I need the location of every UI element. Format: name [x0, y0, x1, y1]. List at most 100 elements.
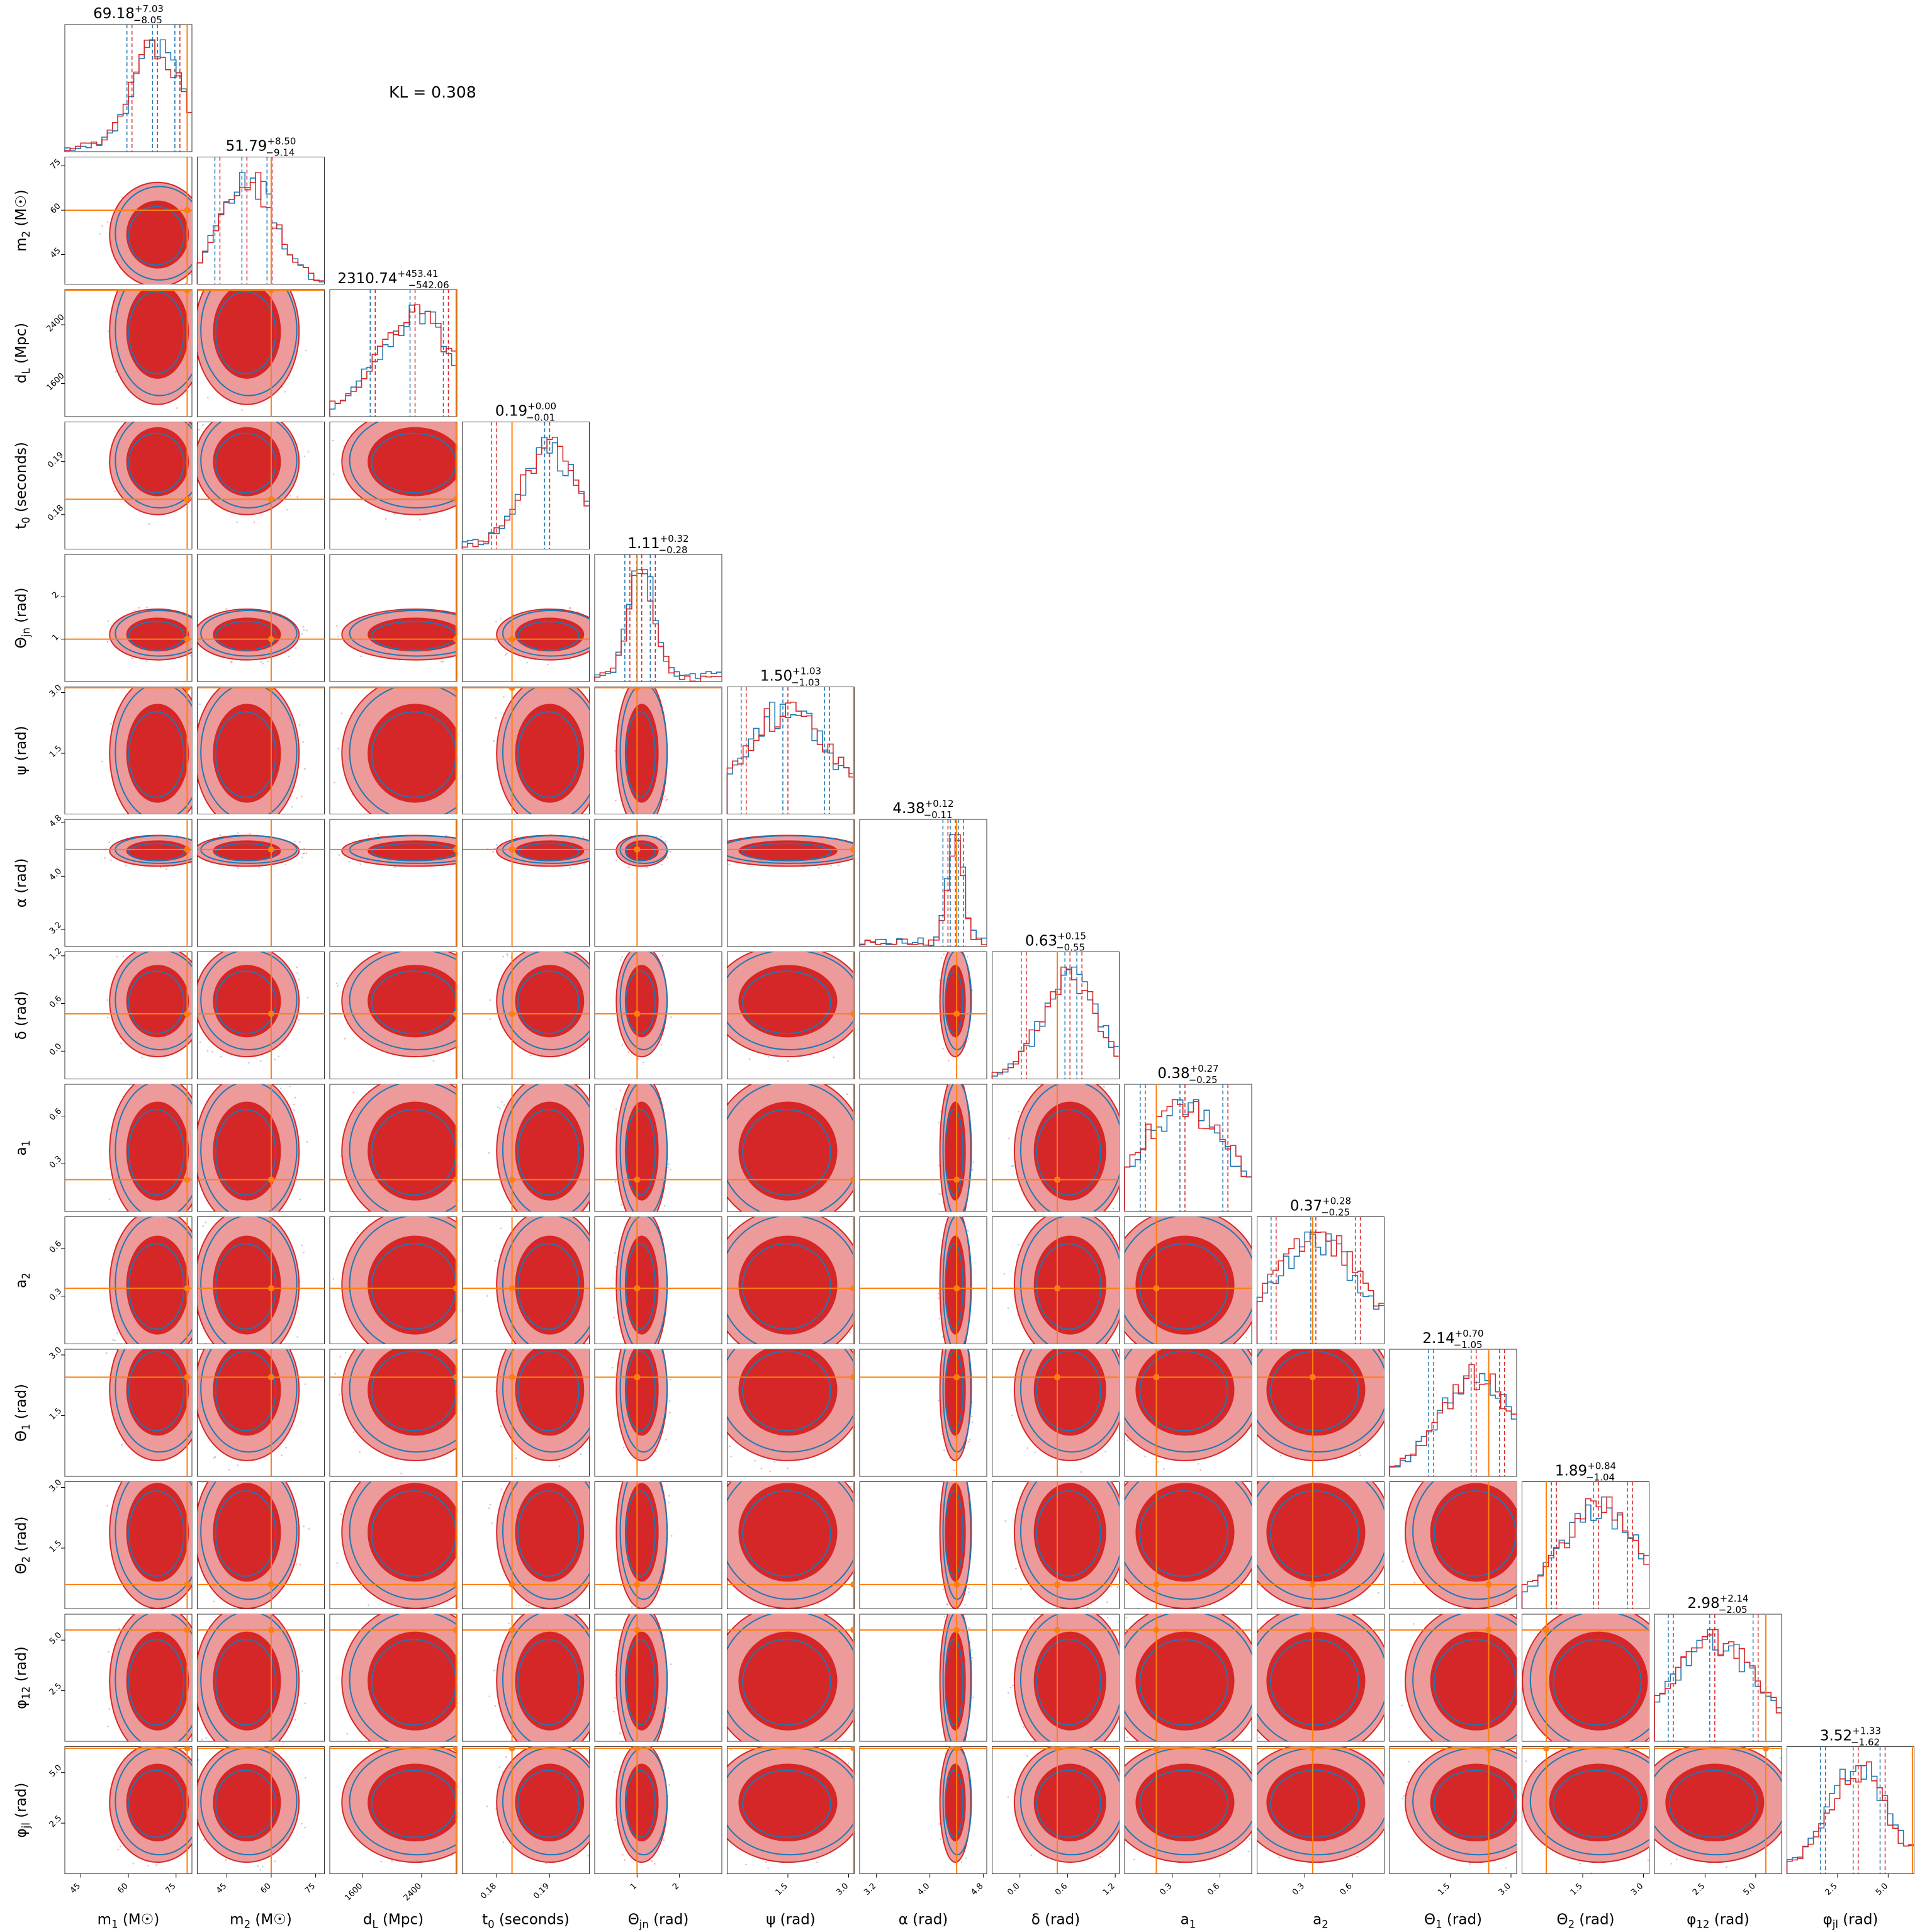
scatter-point [213, 1457, 215, 1459]
scatter-point [110, 723, 112, 725]
inner-contour [739, 1237, 836, 1334]
scatter-point [207, 1050, 209, 1052]
scatter-point [361, 1588, 362, 1590]
scatter-point [838, 865, 840, 867]
inner-contour [1267, 1484, 1364, 1581]
inner-contour [213, 1344, 280, 1435]
scatter-point [237, 1464, 239, 1466]
scatter-point [587, 1855, 589, 1857]
scatter-point [304, 768, 306, 770]
scatter-point [301, 856, 303, 858]
scatter-point [967, 1230, 969, 1232]
inner-contour [213, 965, 280, 1036]
inner-contour [127, 1632, 188, 1730]
scatter-point [337, 1563, 339, 1564]
scatter-point [305, 1383, 306, 1385]
scatter-point [1199, 1469, 1201, 1471]
y-axis-label: Θ1 (rad) [13, 1384, 32, 1442]
scatter-point [288, 656, 290, 658]
truth-marker [268, 1011, 274, 1017]
scatter-point [274, 1059, 276, 1060]
truth-marker [1054, 1285, 1060, 1291]
truth-marker [184, 1627, 190, 1633]
contour-panel-8-7 [860, 944, 987, 1079]
scatter-point [787, 1468, 789, 1469]
scatter-point [306, 629, 308, 631]
scatter-point [500, 618, 502, 620]
truth-marker [953, 1627, 960, 1633]
contour-panel-13-2 [194, 1592, 324, 1757]
histogram-panel-10: 0.37+0.28 −0.25 [1257, 1196, 1384, 1344]
scatter-point [614, 1697, 616, 1699]
scatter-point [359, 863, 361, 865]
contour-panel-8-5 [595, 939, 722, 1079]
scatter-point [622, 1854, 624, 1856]
inner-contour [739, 965, 836, 1036]
truth-marker [268, 1285, 274, 1291]
inner-contour [626, 1632, 658, 1730]
scatter-point [1018, 1111, 1020, 1113]
scatter-point [1099, 1856, 1101, 1858]
scatter-point [669, 1379, 671, 1381]
scatter-point [345, 1352, 347, 1354]
scatter-point [943, 953, 945, 955]
scatter-point [526, 662, 528, 664]
scatter-point [260, 1060, 262, 1062]
scatter-point [303, 1252, 305, 1254]
y-axis-label: m2 (M☉) [13, 189, 32, 252]
histogram-panel-1: 69.18+7.03 −8.05 [65, 3, 192, 152]
inner-contour [213, 284, 280, 378]
truth-marker [184, 636, 190, 643]
inner-contour [368, 1237, 462, 1334]
truth-marker [509, 1177, 515, 1183]
scatter-point [668, 850, 670, 852]
scatter-point [1378, 1592, 1379, 1594]
scatter-point [117, 1849, 119, 1851]
y-axis-label: α (rad) [13, 858, 30, 908]
scatter-point [299, 1199, 301, 1201]
scatter-point [106, 1352, 108, 1354]
scatter-point [1023, 1726, 1025, 1728]
scatter-point [940, 1193, 942, 1195]
scatter-point [769, 1471, 771, 1473]
inner-contour [1035, 1344, 1106, 1435]
scatter-point [198, 429, 200, 431]
contour-panel-10-2 [195, 1193, 325, 1363]
contour-panel-8-6 [707, 942, 877, 1079]
scatter-point [203, 1839, 205, 1841]
scatter-point [761, 1468, 763, 1469]
scatter-point [1087, 1607, 1089, 1609]
scatter-point [515, 1457, 517, 1459]
x-axis-label: Θjn (rad) [628, 1912, 689, 1931]
scatter-point [971, 1649, 973, 1651]
inner-contour [213, 704, 280, 802]
inner-contour [516, 1484, 584, 1581]
scatter-point [147, 1865, 149, 1867]
scatter-point [1034, 1451, 1036, 1453]
scatter-point [816, 1862, 818, 1863]
scatter-point [205, 1222, 206, 1223]
scatter-point [614, 1252, 616, 1254]
scatter-point [1110, 1586, 1112, 1588]
scatter-point [306, 1141, 308, 1143]
inner-contour [1035, 1237, 1106, 1334]
scatter-point [628, 867, 630, 868]
scatter-point [620, 959, 622, 961]
scatter-point [972, 1657, 974, 1659]
inner-contour [516, 1237, 584, 1334]
scatter-point [971, 1416, 973, 1418]
panel-frame [330, 289, 457, 417]
inner-contour [516, 1765, 584, 1841]
x-axis-label: α (rad) [899, 1912, 948, 1928]
inner-contour [1550, 1632, 1648, 1730]
inner-contour [1267, 1632, 1364, 1730]
truth-marker [634, 1581, 640, 1588]
scatter-point [1011, 1415, 1013, 1417]
scatter-point [1359, 1454, 1361, 1456]
x-axis-label: ψ (rad) [766, 1912, 816, 1928]
scatter-point [621, 956, 623, 958]
scatter-point [514, 836, 516, 838]
contour-panel-10-7 [860, 1199, 987, 1364]
scatter-point [296, 496, 298, 498]
scatter-point [670, 1169, 671, 1171]
